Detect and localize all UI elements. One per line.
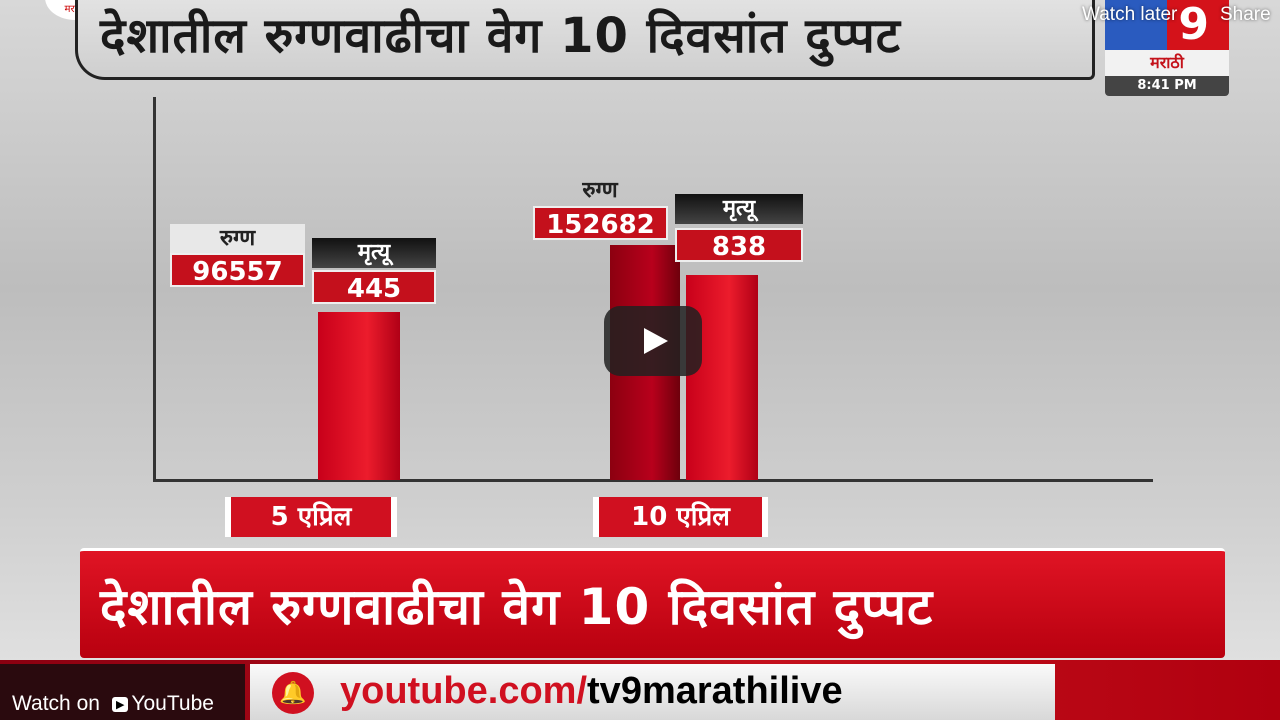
play-button[interactable] [604, 306, 702, 376]
watch-later-button[interactable]: Watch later [1082, 4, 1178, 25]
bell-icon: 🔔 [272, 672, 314, 714]
series-label-deaths: मृत्यू [312, 238, 436, 268]
chart-y-axis [153, 97, 156, 482]
watch-on-label: Watch on [12, 692, 100, 715]
headline-top: देशातील रुग्णवाढीचा वेग 10 दिवसांत दुप्प… [75, 0, 1095, 80]
x-tick-5-april: 5 एप्रिल [225, 497, 397, 537]
share-button[interactable]: Share [1220, 4, 1271, 25]
url-channel: tv9marathilive [587, 670, 843, 712]
url-domain: youtube.com/ [340, 670, 588, 712]
chart-x-axis [153, 479, 1153, 482]
bar-deaths-5-april [318, 312, 400, 480]
broadcast-time: 8:41 PM [1137, 78, 1197, 93]
series-label-deaths: मृत्यू [675, 194, 803, 224]
data-label-cases-5-april: 96557 [170, 253, 305, 287]
channel-url-box: 🔔 youtube.com/tv9marathilive [250, 664, 1055, 720]
watch-on-youtube-button[interactable]: Watch on ▶ YouTube [0, 664, 245, 720]
series-label-cases: रुग्ण [582, 178, 618, 203]
series-label-cases: रुग्ण [170, 224, 305, 254]
logo-text: मराठी [1105, 50, 1229, 76]
data-label-cases-10-april: 152682 [533, 206, 668, 240]
tv9-logo: 9 मराठी 8:41 PM [1105, 0, 1229, 96]
youtube-play-icon: ▶ [111, 697, 129, 712]
x-tick-10-april: 10 एप्रिल [593, 497, 768, 537]
youtube-label: YouTube [131, 692, 214, 715]
headline-banner: देशातील रुग्णवाढीचा वेग 10 दिवसांत दुप्प… [80, 548, 1225, 658]
data-label-deaths-5-april: 445 [312, 270, 436, 304]
logo-number: 9 [1105, 0, 1229, 50]
data-label-deaths-10-april: 838 [675, 228, 803, 262]
bar-deaths-10-april [686, 275, 758, 480]
